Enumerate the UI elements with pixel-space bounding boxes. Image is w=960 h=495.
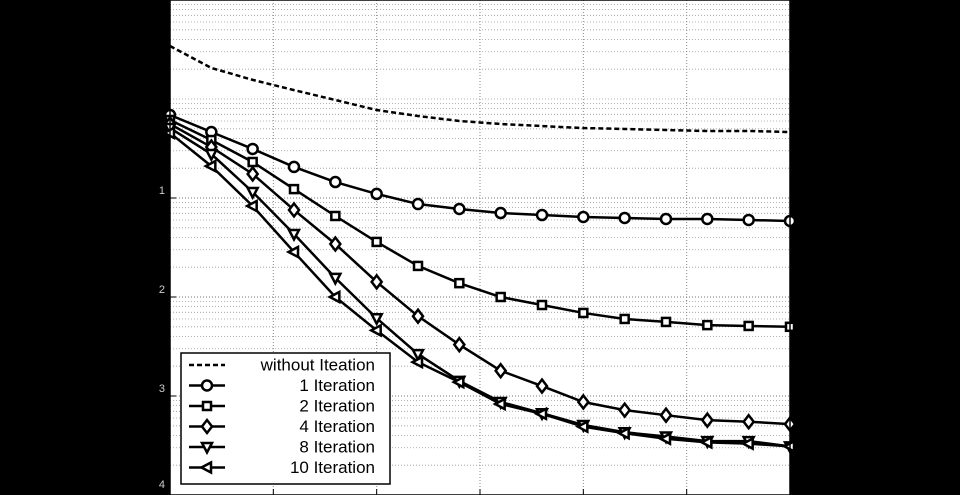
marker [285, 244, 300, 260]
plot-frame [169, 0, 791, 495]
marker [199, 441, 215, 456]
marker [246, 142, 259, 156]
marker [578, 307, 589, 319]
y-tick-label: 3 [159, 383, 165, 395]
y-tick-label: 1 [159, 185, 165, 197]
marker [245, 186, 260, 201]
marker [533, 406, 548, 421]
marker [247, 156, 258, 168]
marker [492, 396, 506, 412]
marker [370, 187, 383, 201]
marker [412, 260, 424, 272]
marker [287, 160, 301, 174]
marker [244, 198, 258, 214]
marker [198, 460, 213, 475]
marker [329, 175, 342, 189]
marker [287, 201, 301, 219]
marker [411, 307, 425, 325]
marker [328, 272, 343, 287]
legend-label: 8 Iteration [299, 437, 375, 456]
marker [535, 208, 549, 222]
series-line [169, 126, 791, 448]
marker [369, 313, 384, 327]
marker [200, 417, 214, 436]
y-tick-label: 4 [159, 479, 165, 491]
marker [575, 419, 589, 434]
marker [535, 377, 549, 395]
legend-box [180, 352, 391, 485]
legend-label: 2 Iteration [299, 396, 375, 415]
marker [700, 411, 714, 429]
marker [451, 375, 465, 390]
marker [454, 277, 465, 289]
marker [657, 431, 672, 446]
series-line [169, 131, 791, 448]
series-line [169, 113, 791, 223]
marker [740, 436, 754, 451]
marker [660, 316, 672, 328]
marker [330, 210, 341, 222]
series-line [169, 118, 791, 329]
marker [659, 406, 673, 424]
y-tick-label: 2 [159, 284, 165, 296]
marker [742, 413, 756, 431]
marker [328, 235, 342, 253]
marker [288, 183, 300, 195]
legend-label: 10 Iteration [290, 458, 375, 477]
marker [200, 379, 214, 392]
marker [619, 313, 630, 325]
marker [204, 148, 219, 163]
marker [368, 323, 382, 338]
marker [702, 319, 713, 331]
marker [536, 299, 548, 311]
marker [203, 159, 217, 174]
marker [495, 291, 506, 303]
marker [577, 210, 590, 224]
marker [616, 426, 630, 441]
marker [453, 202, 466, 216]
marker [411, 197, 425, 211]
marker [327, 289, 341, 305]
legend-label: without Iteation [260, 355, 375, 374]
marker [286, 228, 302, 243]
series-line [169, 122, 791, 426]
marker [452, 336, 466, 354]
marker [410, 348, 426, 363]
legend-label: 1 Iteration [299, 376, 375, 395]
marker [371, 236, 382, 248]
marker [370, 273, 384, 291]
marker [618, 401, 632, 419]
marker [659, 212, 673, 226]
marker [409, 355, 424, 370]
marker [701, 212, 714, 226]
marker [494, 206, 507, 220]
marker [201, 400, 213, 412]
marker [576, 393, 590, 411]
series-line [169, 44, 791, 134]
marker [699, 435, 713, 450]
marker [743, 320, 754, 332]
legend-label: 4 Iteration [299, 417, 375, 436]
marker [494, 362, 508, 380]
marker [618, 211, 631, 225]
marker [246, 165, 260, 183]
marker [742, 213, 755, 227]
